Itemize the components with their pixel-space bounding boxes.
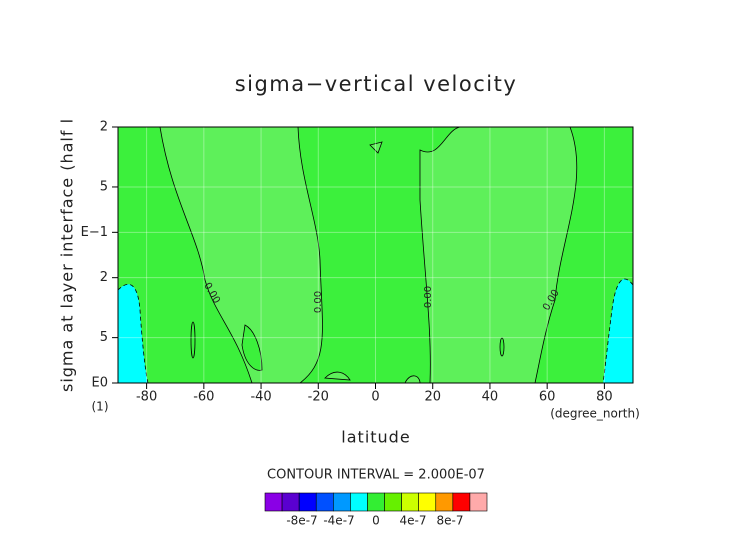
contour-region (117, 284, 149, 384)
x-tick-label: 40 (482, 390, 499, 405)
y-tick-label: 2 (100, 120, 108, 135)
contour-region (499, 337, 505, 357)
contour-field: 0.00 0.00 0.00 0.00 (117, 126, 634, 384)
colorbar-box (401, 492, 419, 512)
colorbar: -8e-7 -4e-7 0 4e-7 8e-7 (264, 492, 488, 528)
colorbar-box (298, 492, 317, 512)
y-tick-label: 5 (100, 179, 108, 194)
colorbar-box (367, 492, 385, 512)
colorbar-label: -8e-7 (286, 514, 317, 528)
colorbar-label: 8e-7 (437, 514, 464, 528)
x-tick-label: 60 (539, 390, 556, 405)
x-tick-label: 20 (424, 390, 441, 405)
y-tick-label: E−1 (81, 225, 108, 240)
y-axis-label: sigma at layer interface (half l (58, 118, 77, 392)
x-axis-label: latitude (341, 428, 410, 447)
x-axis-unit: (degree_north) (550, 407, 640, 421)
contour-region (324, 371, 351, 381)
colorbar-label: -4e-7 (323, 514, 354, 528)
contour-interval: CONTOUR INTERVAL = 2.000E-07 (267, 468, 485, 483)
y-tick-label: 2 (100, 270, 108, 285)
colorbar-box (435, 492, 454, 512)
contour-label: 0.00 (423, 286, 434, 308)
x-tick-label: -40 (250, 390, 271, 405)
colorbar-box (264, 492, 283, 512)
x-tick-label: 80 (596, 390, 613, 405)
chart-title: sigma−vertical velocity (235, 72, 518, 96)
contour-region (419, 126, 578, 384)
contour-region (190, 321, 196, 359)
colorbar-box (333, 492, 351, 512)
colorbar-box (315, 492, 334, 512)
contour-label: 0.00 (313, 291, 324, 313)
colorbar-box (469, 492, 488, 512)
contour-region (602, 278, 634, 384)
x-tick-label: -60 (193, 390, 214, 405)
colorbar-box (384, 492, 402, 512)
contour-region (241, 324, 263, 371)
x-tick-label: 0 (371, 390, 379, 405)
colorbar-box (452, 492, 471, 512)
y-tick-label: E0 (92, 376, 109, 391)
colorbar-label: 4e-7 (400, 514, 427, 528)
y-tick-label: 5 (100, 330, 108, 345)
colorbar-box (418, 492, 437, 512)
colorbar-box (350, 492, 368, 512)
colorbar-label: 0 (372, 514, 380, 528)
colorbar-box (281, 492, 300, 512)
contour-region (369, 141, 383, 154)
x-tick-label: -20 (308, 390, 329, 405)
y-axis-unit: (1) (92, 400, 109, 414)
x-tick-label: -80 (136, 390, 157, 405)
